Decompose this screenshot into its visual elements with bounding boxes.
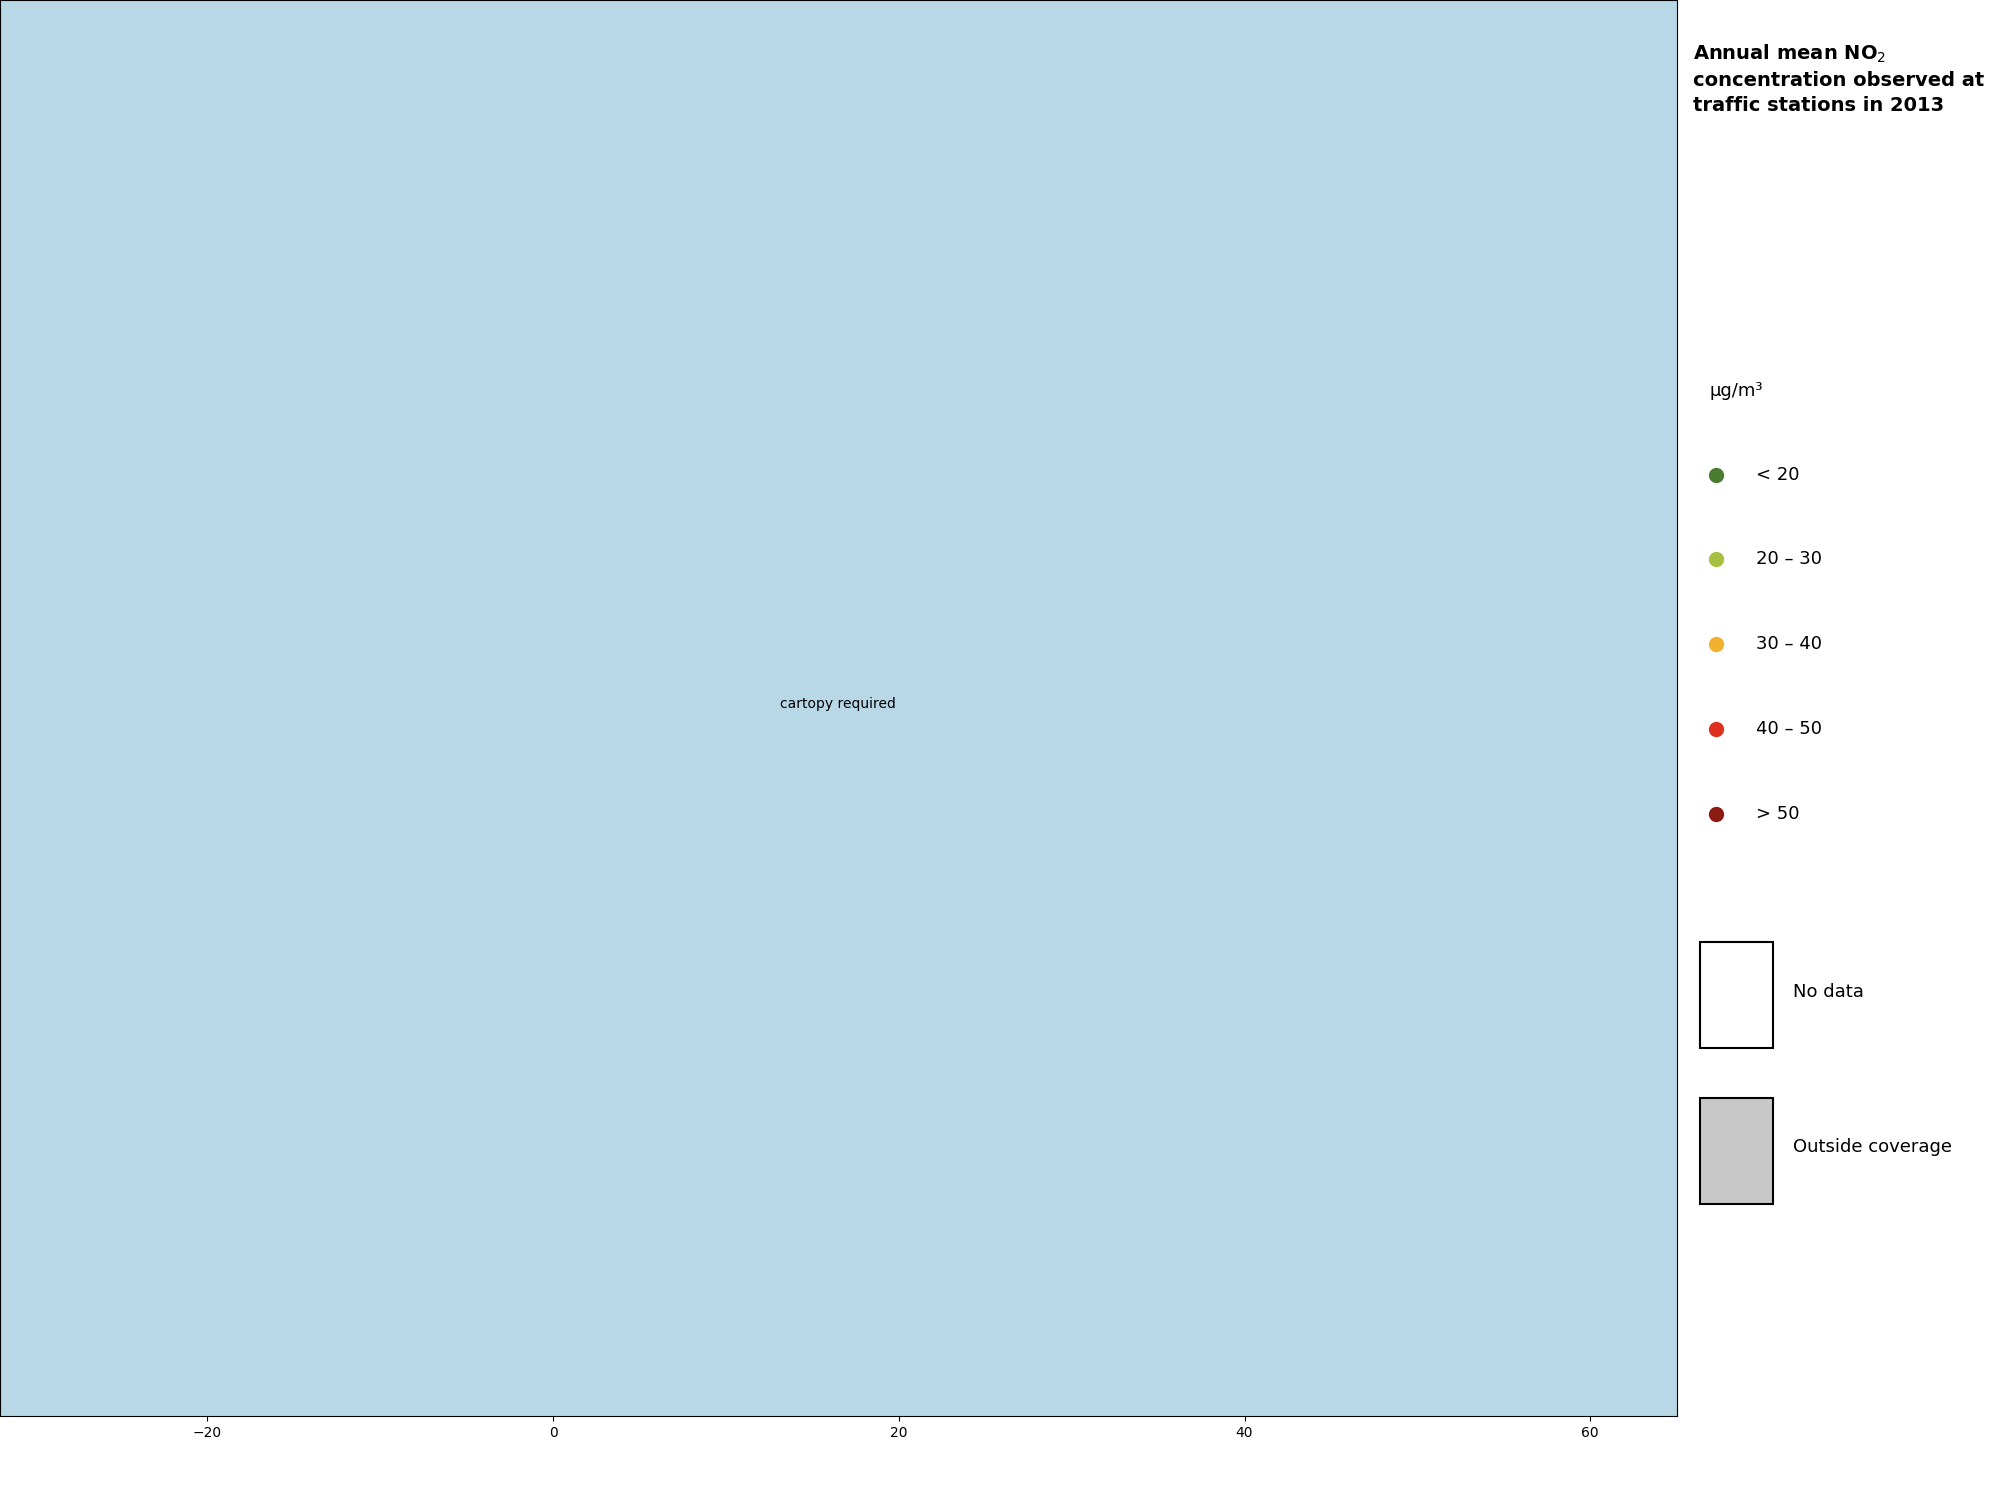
Text: No data: No data — [1792, 983, 1862, 1000]
Text: Outside coverage: Outside coverage — [1792, 1138, 1951, 1157]
Text: cartopy required: cartopy required — [781, 698, 895, 711]
Text: 30 – 40: 30 – 40 — [1756, 635, 1820, 653]
Text: 20 – 30: 20 – 30 — [1756, 550, 1820, 568]
FancyBboxPatch shape — [1700, 942, 1772, 1048]
Text: 40 – 50: 40 – 50 — [1756, 720, 1820, 738]
Text: > 50: > 50 — [1756, 805, 1798, 823]
FancyBboxPatch shape — [1700, 1097, 1772, 1205]
Text: Annual mean NO$_2$
concentration observed at
traffic stations in 2013: Annual mean NO$_2$ concentration observe… — [1692, 43, 1983, 115]
Text: < 20: < 20 — [1756, 465, 1798, 483]
Text: μg/m³: μg/m³ — [1710, 383, 1762, 401]
